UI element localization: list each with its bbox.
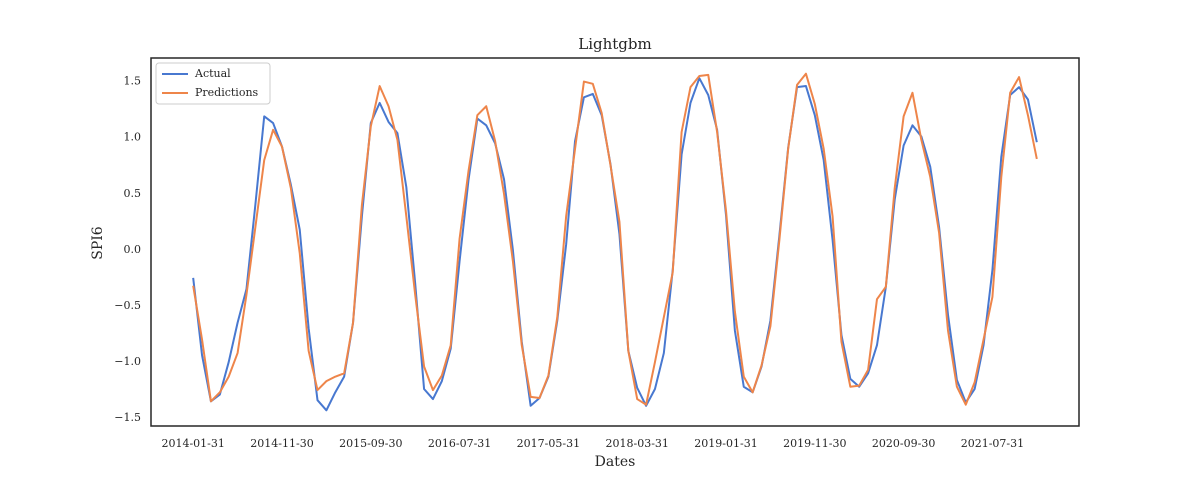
legend-label: Predictions: [195, 86, 259, 99]
y-tick-label: 1.5: [124, 75, 142, 88]
series-line: [192, 72, 1038, 406]
x-tick-label: 2017-05-31: [517, 437, 580, 450]
y-tick-label: 0.5: [124, 187, 142, 200]
chart-title: Lightgbm: [578, 35, 651, 53]
y-tick-label: 1.0: [124, 131, 142, 144]
y-axis-label: SPI6: [90, 226, 106, 260]
plot-frame: [150, 57, 1080, 427]
y-tick-label: −0.5: [114, 299, 141, 312]
y-tick-label: −1.0: [114, 355, 141, 368]
x-tick-label: 2014-01-31: [161, 437, 224, 450]
x-axis-label: Dates: [595, 454, 636, 470]
x-tick-label: 2014-11-30: [250, 437, 313, 450]
x-tick-label: 2015-09-30: [339, 437, 402, 450]
legend-label: Actual: [194, 67, 231, 80]
x-tick-label: 2020-09-30: [872, 437, 935, 450]
x-tick-label: 2019-11-30: [783, 437, 846, 450]
x-tick-label: 2019-01-31: [694, 437, 757, 450]
y-tick-label: −1.5: [114, 411, 141, 424]
x-tick-label: 2018-03-31: [605, 437, 668, 450]
x-tick-label: 2021-07-31: [961, 437, 1024, 450]
x-tick-label: 2016-07-31: [428, 437, 491, 450]
y-tick-label: 0.0: [124, 243, 142, 256]
